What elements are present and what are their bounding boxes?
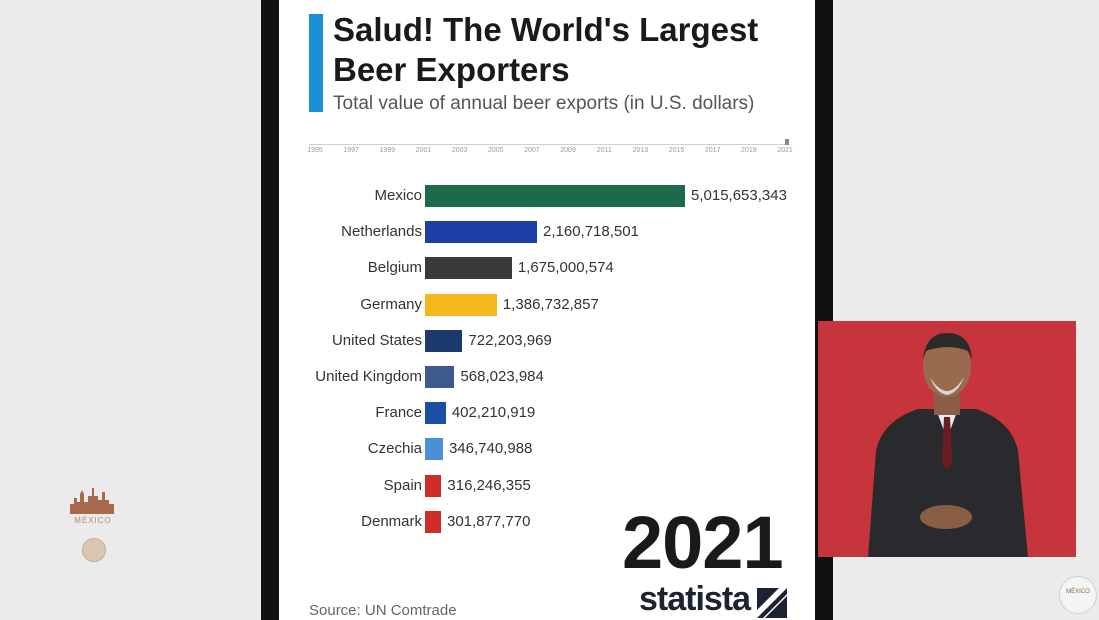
timeline-year-label: 2003 — [451, 147, 468, 154]
timeline-track — [309, 144, 787, 145]
bar — [425, 185, 685, 207]
brand-name: statista — [639, 580, 751, 618]
category-label: Spain — [383, 476, 422, 494]
value-label: 301,877,770 — [447, 512, 531, 530]
timeline-handle — [785, 139, 789, 145]
statista-logo-icon — [757, 588, 787, 618]
chart-title: Salud! The World's Largest Beer Exporter… — [333, 11, 759, 88]
category-label: France — [375, 404, 422, 422]
category-label: Czechia — [367, 440, 422, 458]
bar — [425, 402, 446, 425]
value-label: 1,675,000,574 — [517, 259, 614, 277]
year-timeline: 1995 1997 1999 2001 2003 2005 2007 2009 2011 2013… — [307, 138, 793, 160]
bar — [425, 438, 443, 461]
title-accent-bar — [309, 14, 323, 112]
timeline-year-label: 2017 — [704, 147, 721, 154]
value-label: 5,015,653,343 — [691, 187, 787, 204]
timeline-year-label: 2011 — [596, 147, 612, 154]
bar — [425, 366, 455, 388]
category-label: Germany — [360, 295, 422, 313]
timeline-year-label: 2019 — [741, 147, 757, 154]
value-label: 346,740,988 — [448, 440, 533, 458]
interpreter-video — [818, 321, 1076, 557]
value-label: 568,023,984 — [460, 368, 544, 385]
timeline-year-label: 1995 — [307, 147, 323, 154]
category-label: Denmark — [361, 512, 422, 530]
logo-text: MÉXICO — [74, 516, 112, 525]
timeline-year-label: 2009 — [560, 147, 576, 154]
interpreter-figure — [868, 333, 1028, 557]
chart-source: Source: UN Comtrade — [309, 602, 457, 619]
chart-panel: Salud! The World's Largest Beer Exporter… — [279, 0, 815, 620]
bar-plot: Mexico 5,015,653,343 Netherlands 2,160,718,… — [279, 0, 815, 620]
timeline-year-label: 2005 — [487, 147, 504, 154]
category-label: United Kingdom — [315, 368, 422, 385]
corner-badge: MÉXICO — [1059, 576, 1097, 614]
chart-subtitle: Total value of annual beer exports (in U… — [333, 93, 755, 114]
value-label: 2,160,718,501 — [543, 223, 639, 241]
bar — [425, 329, 463, 352]
timeline-year-label: 2001 — [415, 147, 432, 154]
timeline-year-label: 1999 — [379, 147, 396, 154]
value-label: 1,386,732,857 — [502, 295, 599, 313]
bar — [425, 474, 442, 497]
value-label: 402,210,919 — [451, 404, 536, 422]
category-label: Netherlands — [341, 223, 422, 241]
category-label: United States — [331, 331, 422, 349]
seal-icon — [82, 538, 106, 562]
bar — [425, 221, 537, 244]
government-logo: MÉXICO — [62, 480, 124, 570]
category-label: Belgium — [367, 259, 422, 277]
value-label: 316,246,355 — [447, 476, 531, 494]
year-label: 2021 — [622, 501, 784, 584]
corner-badge-text: MÉXICO — [1066, 589, 1090, 595]
timeline-year-label: 1997 — [343, 147, 359, 154]
timeline-year-label: 2021 — [777, 147, 793, 154]
category-label: Mexico — [374, 187, 422, 204]
timeline-year-label: 2015 — [668, 147, 685, 154]
timeline-year-label: 2013 — [632, 147, 649, 154]
timeline-year-label: 2007 — [524, 147, 540, 154]
value-label: 722,203,969 — [468, 331, 552, 349]
skyline-icon — [70, 488, 114, 514]
bar — [425, 510, 441, 533]
bar — [425, 257, 512, 280]
bar — [425, 293, 497, 316]
